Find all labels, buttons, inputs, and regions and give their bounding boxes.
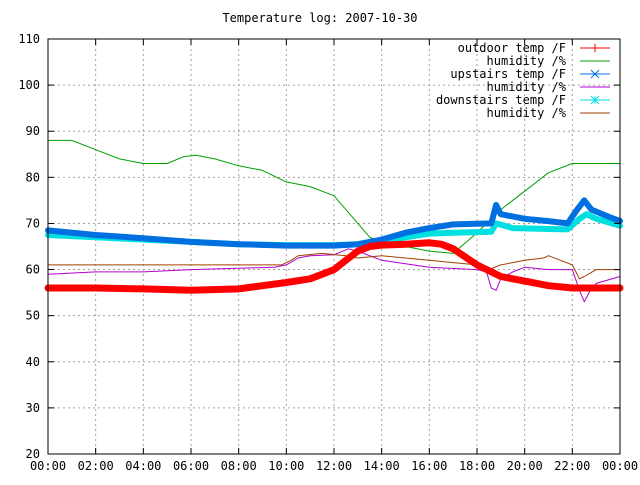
axis-ticks: 20 30 40 50 60 70 80 90 100 110 00:00 02:00 04:00 06:…	[18, 32, 638, 473]
y-tick-label: 90	[26, 124, 40, 138]
legend-label: humidity /%	[487, 80, 567, 94]
y-tick-label: 30	[26, 401, 40, 415]
series-line-0	[44, 239, 624, 294]
x-tick-label: 10:00	[268, 459, 304, 473]
legend-marker	[590, 95, 600, 105]
legend-marker	[590, 69, 600, 79]
x-tick-label: 20:00	[507, 459, 543, 473]
series-line-1	[47, 139, 621, 254]
y-tick-label: 80	[26, 170, 40, 184]
y-tick-label: 110	[18, 32, 40, 46]
x-tick-label: 02:00	[78, 459, 114, 473]
x-tick-label: 14:00	[364, 459, 400, 473]
legend-label: upstairs temp /F	[450, 67, 566, 81]
series-lines	[44, 139, 624, 303]
legend-label: downstairs temp /F	[436, 93, 566, 107]
x-tick-label: 06:00	[173, 459, 209, 473]
x-tick-label: 22:00	[554, 459, 590, 473]
y-tick-label: 50	[26, 309, 40, 323]
series-line-5	[47, 252, 621, 280]
series-line-3	[47, 248, 621, 303]
x-tick-label: 04:00	[125, 459, 161, 473]
x-tick-label: 16:00	[411, 459, 447, 473]
x-tick-label: 08:00	[221, 459, 257, 473]
x-tick-label: 12:00	[316, 459, 352, 473]
legend-label: humidity /%	[487, 54, 567, 68]
series-line-2	[45, 197, 623, 249]
chart-title: Temperature log: 2007-10-30	[222, 11, 417, 25]
grid	[48, 39, 620, 454]
legend-label: humidity /%	[487, 106, 567, 120]
y-tick-label: 40	[26, 355, 40, 369]
y-tick-label: 60	[26, 263, 40, 277]
x-tick-label: 00:00	[30, 459, 66, 473]
y-tick-label: 20	[26, 447, 40, 461]
x-tick-label: 18:00	[459, 459, 495, 473]
y-tick-label: 100	[18, 78, 40, 92]
x-tick-label: 00:00	[602, 459, 638, 473]
legend-label: outdoor temp /F	[458, 41, 566, 55]
y-tick-label: 70	[26, 216, 40, 230]
